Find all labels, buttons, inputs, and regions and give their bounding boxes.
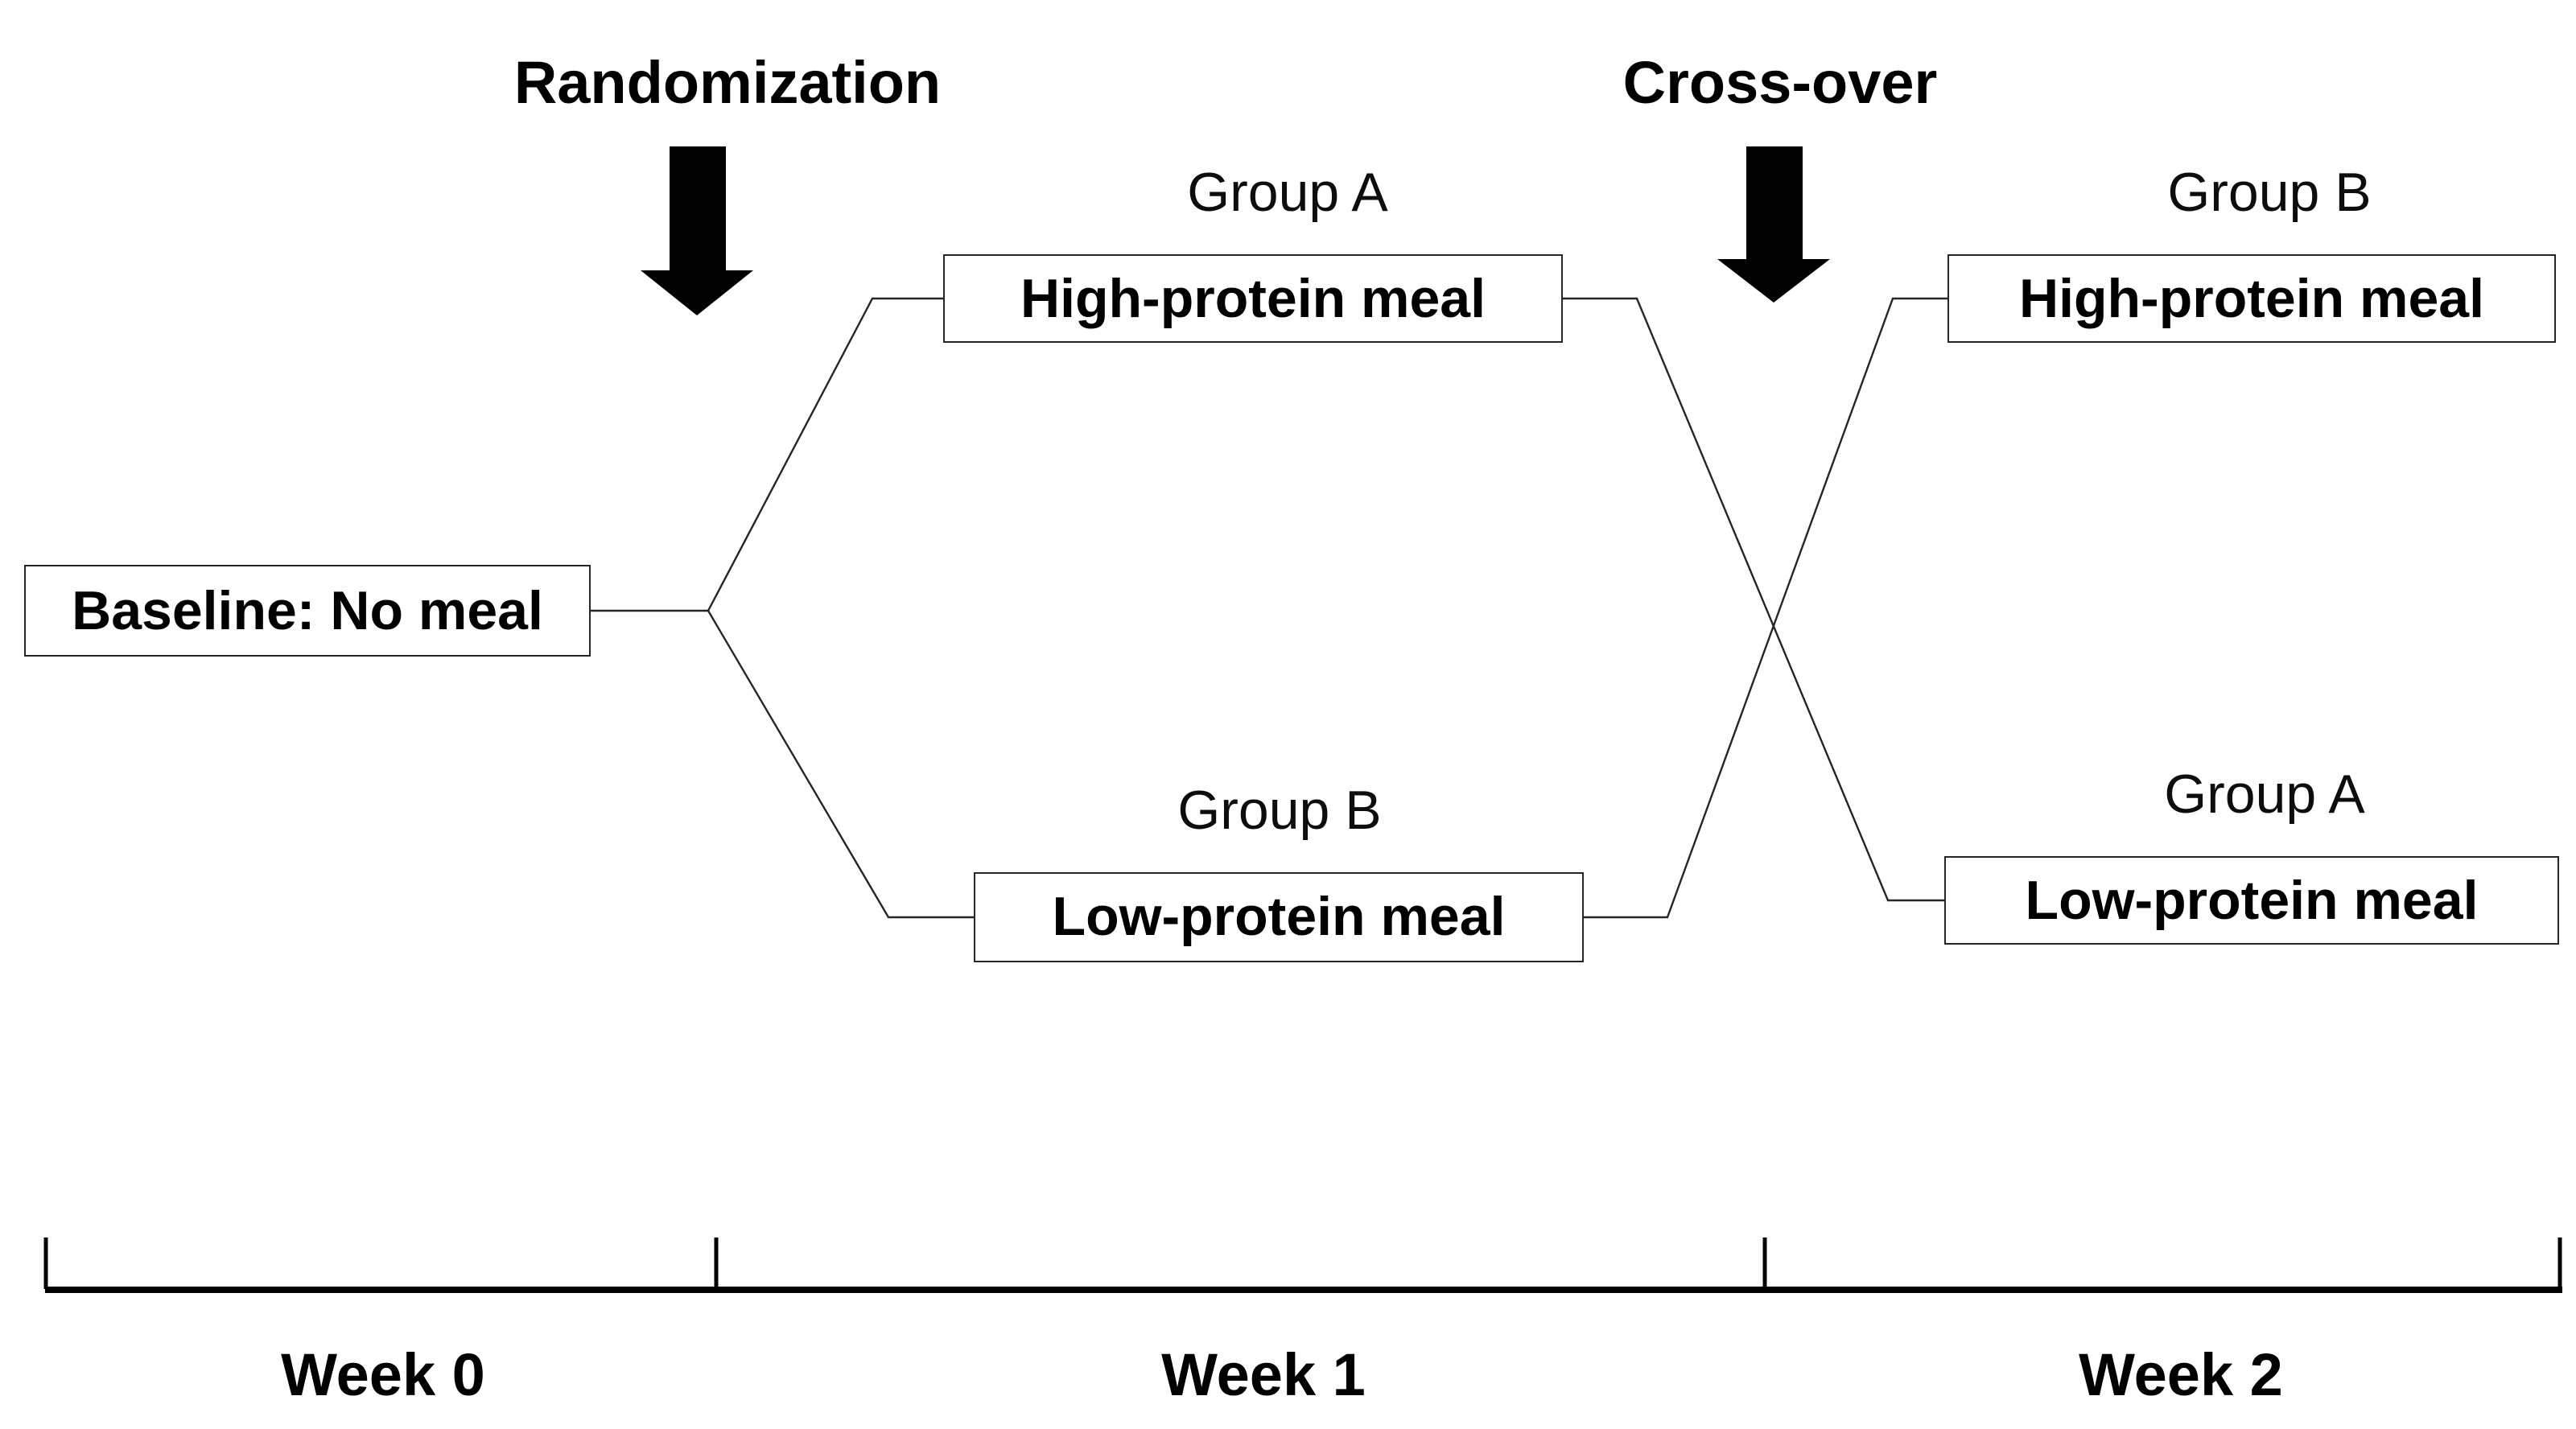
week1-high-protein-box: High-protein meal xyxy=(943,254,1563,343)
week2-low-protein-label: Low-protein meal xyxy=(2025,870,2479,931)
week1-low-protein-label: Low-protein meal xyxy=(1052,887,1506,948)
baseline-box: Baseline: No meal xyxy=(24,565,591,657)
randomization-down-arrow-icon xyxy=(641,146,753,315)
branch-line-to-week1-low-protein xyxy=(707,610,974,919)
branch-line-to-week1-high-protein xyxy=(707,297,943,612)
crossover-down-arrow-icon xyxy=(1717,146,1830,303)
week2-high-protein-box: High-protein meal xyxy=(1947,254,2556,343)
week1-high-protein-label: High-protein meal xyxy=(1020,268,1486,329)
week1-bottom-group-label: Group B xyxy=(1177,780,1382,842)
week2-low-protein-box: Low-protein meal xyxy=(1944,856,2559,945)
baseline-box-label: Baseline: No meal xyxy=(72,580,543,641)
crossover-line-high-to-low xyxy=(1563,297,1944,902)
arrow-head xyxy=(641,270,753,315)
week-2-label: Week 2 xyxy=(2079,1342,2283,1408)
arrow-shaft xyxy=(1745,146,1802,259)
week2-high-protein-label: High-protein meal xyxy=(2018,268,2485,329)
crossover-label: Cross-over xyxy=(1622,50,1938,116)
week1-top-group-label: Group A xyxy=(1187,163,1388,224)
week-1-label: Week 1 xyxy=(1161,1342,1366,1408)
arrow-shaft xyxy=(669,146,725,270)
week-0-label: Week 0 xyxy=(281,1342,485,1408)
arrow-head xyxy=(1717,259,1830,303)
week2-top-group-label: Group B xyxy=(2167,163,2372,224)
week1-low-protein-box: Low-protein meal xyxy=(974,872,1584,962)
randomization-label: Randomization xyxy=(513,50,942,116)
week2-bottom-group-label: Group A xyxy=(2164,764,2365,826)
timeline-axis xyxy=(43,1238,2562,1293)
crossover-line-low-to-high xyxy=(1584,297,1947,919)
